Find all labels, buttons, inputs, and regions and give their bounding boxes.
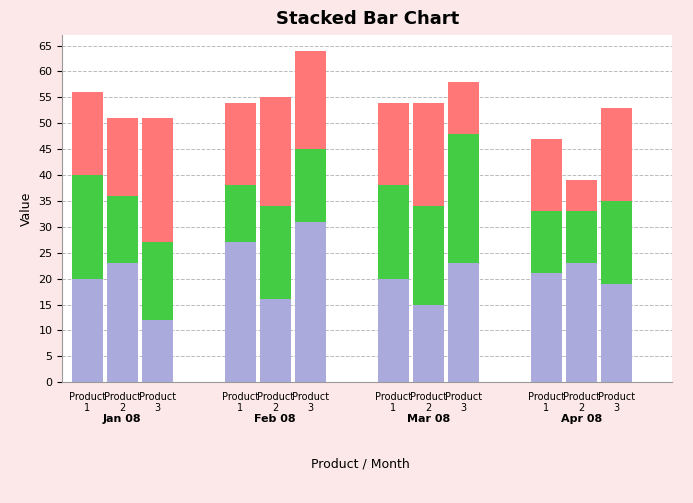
Text: Feb 08: Feb 08 xyxy=(254,414,296,425)
Bar xyxy=(378,279,409,382)
Text: Product
3: Product 3 xyxy=(598,392,635,413)
Text: Product
1: Product 1 xyxy=(69,392,106,413)
Bar xyxy=(107,118,138,196)
Bar xyxy=(601,201,632,284)
Bar xyxy=(413,103,444,206)
Text: Product
3: Product 3 xyxy=(445,392,482,413)
Text: Product
2: Product 2 xyxy=(256,392,294,413)
Text: Mar 08: Mar 08 xyxy=(407,414,450,425)
Title: Stacked Bar Chart: Stacked Bar Chart xyxy=(276,10,459,28)
Bar xyxy=(71,279,103,382)
Bar xyxy=(295,149,326,222)
Bar xyxy=(601,108,632,201)
Text: Product / Month: Product / Month xyxy=(311,458,410,471)
Bar xyxy=(260,299,291,382)
Bar xyxy=(295,222,326,382)
Bar xyxy=(107,196,138,263)
Bar xyxy=(225,186,256,242)
Text: Product
3: Product 3 xyxy=(292,392,329,413)
Text: Product
2: Product 2 xyxy=(410,392,447,413)
Bar xyxy=(260,98,291,206)
Bar xyxy=(378,186,409,279)
Bar xyxy=(531,274,561,382)
Bar xyxy=(413,206,444,305)
Bar xyxy=(142,118,173,242)
Bar xyxy=(107,263,138,382)
Bar xyxy=(225,242,256,382)
Bar xyxy=(295,51,326,149)
Text: Product
1: Product 1 xyxy=(375,392,412,413)
Bar xyxy=(225,103,256,186)
Text: Product
3: Product 3 xyxy=(139,392,176,413)
Text: Apr 08: Apr 08 xyxy=(561,414,602,425)
Text: Product
1: Product 1 xyxy=(222,392,258,413)
Bar xyxy=(413,305,444,382)
Bar xyxy=(448,82,479,134)
Bar xyxy=(565,211,597,263)
Bar xyxy=(531,139,561,211)
Bar xyxy=(565,180,597,211)
Text: Product
2: Product 2 xyxy=(104,392,141,413)
Bar xyxy=(260,206,291,299)
Bar xyxy=(71,92,103,175)
Bar xyxy=(601,284,632,382)
Bar xyxy=(531,211,561,274)
Bar xyxy=(378,103,409,186)
Bar xyxy=(565,263,597,382)
Bar xyxy=(448,134,479,263)
Text: Jan 08: Jan 08 xyxy=(103,414,141,425)
Bar xyxy=(448,263,479,382)
Bar xyxy=(71,175,103,279)
Bar xyxy=(142,242,173,320)
Bar xyxy=(142,320,173,382)
Text: Product
1: Product 1 xyxy=(527,392,565,413)
Y-axis label: Value: Value xyxy=(20,192,33,226)
Text: Product
2: Product 2 xyxy=(563,392,600,413)
